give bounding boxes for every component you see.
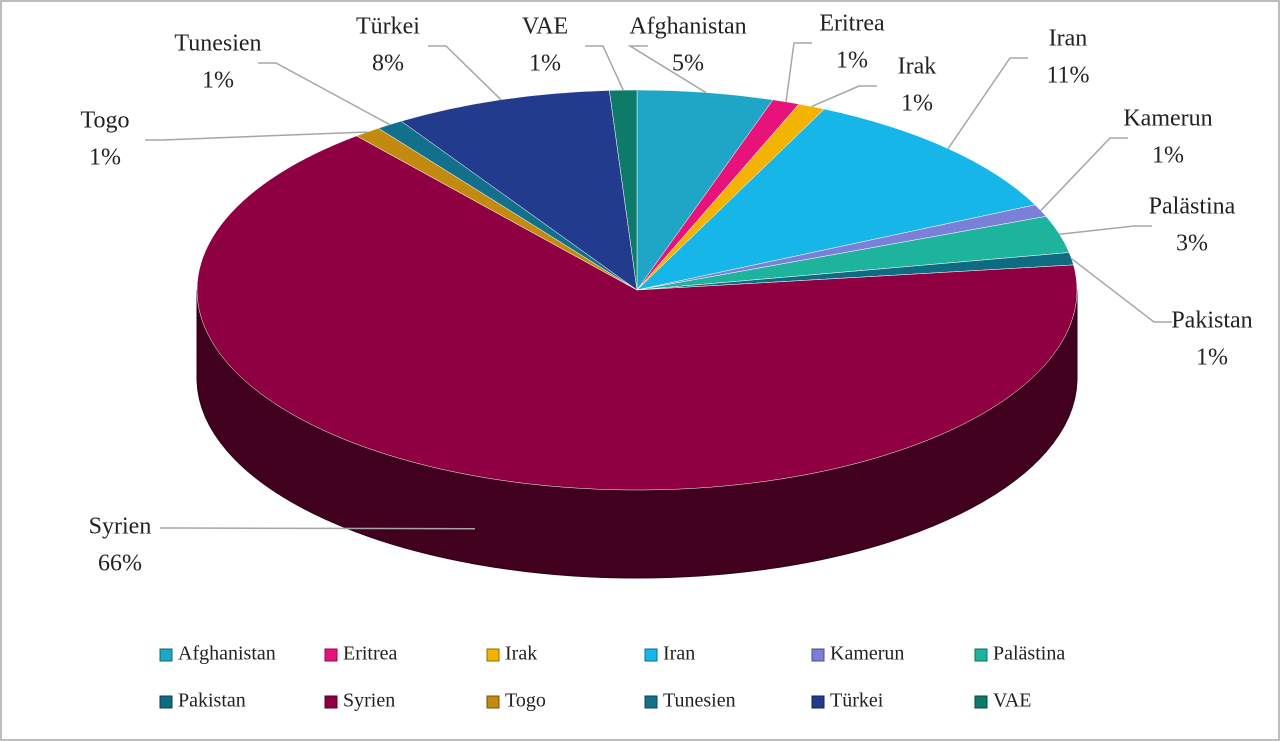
data-label: 66% [98,551,142,577]
leader-line [627,45,707,94]
leader-line [1059,225,1152,235]
leader-line [1071,258,1172,323]
legend-label: Kamerun [830,643,904,665]
legend-label: Togo [505,690,546,712]
legend-swatch [974,695,988,709]
legend-label: VAE [993,690,1032,712]
data-label: 1% [89,145,121,171]
data-label-name: Kamerun [1123,106,1212,132]
leader-line [585,45,624,91]
pie-slice [196,135,1078,491]
data-labels: Afghanistan 5% Eritrea 1% Irak 1% Iran 11% Kamer… [81,11,1253,577]
data-label: 1% [1152,143,1184,169]
legend-label: Türkei [830,690,884,712]
pie-slice [636,108,1036,291]
legend-label: Eritrea [343,643,398,665]
legend-swatch [159,695,173,709]
data-label: 1% [529,51,561,77]
legend-swatch [324,695,338,709]
legend-swatch [974,648,988,662]
data-label-name: Irak [898,54,937,80]
leader-line [785,42,812,102]
data-label: 8% [372,51,404,77]
data-label-name: Iran [1049,26,1088,52]
legend-swatch [159,648,173,662]
data-label-name: Afghanistan [629,14,746,40]
legend: Afghanistan Eritrea Irak Iran Kamerun Palästi… [159,643,1065,712]
data-label-name: Palästina [1149,194,1236,220]
leader-line [811,85,877,108]
legend-swatch [486,648,500,662]
data-label: 1% [1196,345,1228,371]
data-label-name: Türkei [356,14,420,40]
data-label: 1% [202,68,234,94]
leader-line [1040,137,1128,212]
legend-label: Palästina [993,643,1065,665]
leader-line [428,45,502,101]
data-label: 11% [1046,63,1089,89]
data-label-name: Eritrea [819,11,885,37]
legend-swatch [811,695,825,709]
pie-tops [196,89,1078,491]
data-label-name: Syrien [89,514,152,540]
data-label-name: VAE [522,14,568,40]
legend-label: Syrien [343,690,395,712]
legend-swatch [324,648,338,662]
data-label-name: Togo [81,108,130,134]
legend-swatch [644,695,658,709]
pie-slice [400,90,638,291]
legend-swatch [644,648,658,662]
legend-swatch [811,648,825,662]
data-label-name: Pakistan [1171,308,1252,334]
legend-swatch [486,695,500,709]
leader-line [145,131,368,141]
legend-label: Afghanistan [178,643,276,665]
data-label: 1% [836,48,868,74]
data-label: 1% [901,91,933,117]
data-label: 3% [1176,231,1208,257]
legend-label: Pakistan [178,690,246,712]
legend-label: Iran [663,643,695,665]
leader-line [160,527,476,530]
data-label-name: Tunesien [174,31,261,57]
leader-line [947,57,1028,150]
legend-label: Irak [505,643,537,665]
data-label: 5% [672,51,704,77]
leader-line [258,62,391,126]
legend-label: Tunesien [663,690,736,712]
